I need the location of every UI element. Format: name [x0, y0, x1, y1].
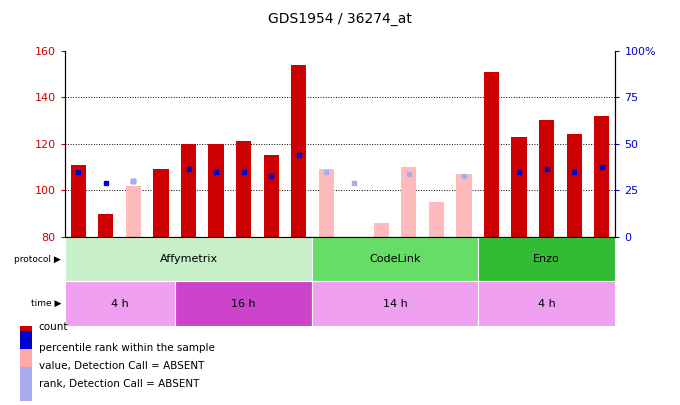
- Text: 4 h: 4 h: [538, 299, 556, 309]
- Bar: [477, 281, 615, 326]
- Bar: [236, 141, 251, 237]
- Text: 4 h: 4 h: [111, 299, 129, 309]
- Bar: [175, 281, 312, 326]
- Bar: [477, 237, 615, 281]
- Bar: [181, 144, 196, 237]
- Bar: [319, 169, 334, 237]
- Bar: [264, 156, 279, 237]
- Bar: [126, 185, 141, 237]
- Bar: [20, 331, 32, 365]
- Bar: [484, 72, 499, 237]
- Text: 14 h: 14 h: [383, 299, 407, 309]
- Text: Enzo: Enzo: [533, 254, 560, 264]
- Text: 16 h: 16 h: [231, 299, 256, 309]
- Bar: [429, 202, 444, 237]
- Bar: [65, 237, 312, 281]
- Text: time ▶: time ▶: [31, 299, 61, 308]
- Bar: [20, 349, 32, 383]
- Bar: [65, 281, 175, 326]
- Bar: [20, 367, 32, 401]
- Bar: [291, 64, 306, 237]
- Bar: [511, 137, 526, 237]
- Text: CodeLink: CodeLink: [369, 254, 421, 264]
- Text: value, Detection Call = ABSENT: value, Detection Call = ABSENT: [39, 361, 204, 371]
- Bar: [312, 237, 477, 281]
- Bar: [99, 214, 114, 237]
- Bar: [71, 165, 86, 237]
- Bar: [566, 134, 581, 237]
- Bar: [209, 144, 224, 237]
- Text: count: count: [39, 322, 68, 332]
- Bar: [20, 310, 32, 344]
- Bar: [401, 167, 416, 237]
- Text: GDS1954 / 36274_at: GDS1954 / 36274_at: [268, 12, 412, 26]
- Text: rank, Detection Call = ABSENT: rank, Detection Call = ABSENT: [39, 379, 199, 389]
- Text: Affymetrix: Affymetrix: [160, 254, 218, 264]
- Bar: [594, 116, 609, 237]
- Bar: [539, 121, 554, 237]
- Text: protocol ▶: protocol ▶: [14, 255, 61, 264]
- Bar: [374, 223, 389, 237]
- Text: percentile rank within the sample: percentile rank within the sample: [39, 343, 215, 353]
- Bar: [456, 174, 471, 237]
- Bar: [154, 169, 169, 237]
- Bar: [312, 281, 477, 326]
